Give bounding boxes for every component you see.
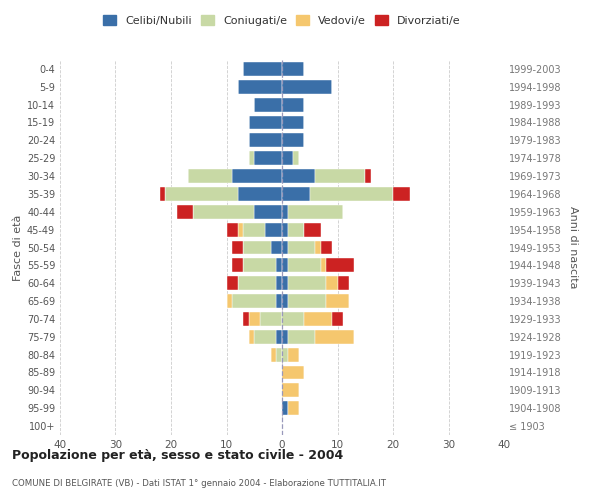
- Bar: [282, 294, 287, 308]
- Bar: [287, 276, 326, 290]
- Bar: [282, 222, 287, 236]
- Bar: [254, 98, 282, 112]
- Bar: [243, 312, 249, 326]
- Bar: [243, 62, 282, 76]
- Bar: [287, 401, 299, 415]
- Bar: [271, 348, 277, 362]
- Y-axis label: Fasce di età: Fasce di età: [13, 214, 23, 280]
- Bar: [282, 366, 304, 380]
- Bar: [282, 240, 287, 254]
- Bar: [316, 330, 354, 344]
- Bar: [326, 294, 349, 308]
- Bar: [249, 116, 282, 130]
- Bar: [249, 151, 254, 165]
- Y-axis label: Anni di nascita: Anni di nascita: [568, 206, 578, 289]
- Bar: [282, 348, 287, 362]
- Bar: [287, 294, 326, 308]
- Bar: [277, 276, 282, 290]
- Bar: [287, 222, 304, 236]
- Bar: [282, 134, 304, 147]
- Text: COMUNE DI BELGIRATE (VB) - Dati ISTAT 1° gennaio 2004 - Elaborazione TUTTITALIA.: COMUNE DI BELGIRATE (VB) - Dati ISTAT 1°…: [12, 478, 386, 488]
- Bar: [316, 240, 321, 254]
- Bar: [188, 169, 232, 183]
- Bar: [176, 205, 193, 219]
- Bar: [265, 222, 282, 236]
- Bar: [287, 240, 316, 254]
- Bar: [326, 276, 337, 290]
- Legend: Celibi/Nubili, Coniugati/e, Vedovi/e, Divorziati/e: Celibi/Nubili, Coniugati/e, Vedovi/e, Di…: [103, 15, 461, 26]
- Bar: [321, 258, 326, 272]
- Bar: [243, 240, 271, 254]
- Bar: [249, 134, 282, 147]
- Bar: [277, 258, 282, 272]
- Bar: [282, 62, 304, 76]
- Bar: [232, 169, 282, 183]
- Bar: [238, 276, 277, 290]
- Bar: [254, 330, 277, 344]
- Bar: [282, 384, 299, 398]
- Bar: [277, 348, 282, 362]
- Bar: [254, 205, 282, 219]
- Bar: [282, 401, 287, 415]
- Bar: [243, 222, 265, 236]
- Bar: [238, 80, 282, 94]
- Bar: [282, 151, 293, 165]
- Bar: [232, 240, 243, 254]
- Bar: [282, 312, 304, 326]
- Bar: [332, 312, 343, 326]
- Bar: [160, 187, 166, 201]
- Bar: [238, 222, 243, 236]
- Bar: [277, 330, 282, 344]
- Bar: [282, 80, 332, 94]
- Bar: [282, 116, 304, 130]
- Bar: [282, 98, 304, 112]
- Bar: [227, 294, 232, 308]
- Bar: [326, 258, 354, 272]
- Bar: [287, 330, 316, 344]
- Bar: [166, 187, 238, 201]
- Bar: [260, 312, 282, 326]
- Bar: [243, 258, 277, 272]
- Bar: [254, 151, 282, 165]
- Bar: [282, 187, 310, 201]
- Bar: [316, 169, 365, 183]
- Bar: [287, 205, 343, 219]
- Bar: [232, 294, 277, 308]
- Bar: [282, 169, 316, 183]
- Bar: [282, 205, 287, 219]
- Bar: [193, 205, 254, 219]
- Bar: [287, 348, 299, 362]
- Bar: [287, 258, 321, 272]
- Bar: [232, 258, 243, 272]
- Bar: [365, 169, 371, 183]
- Bar: [310, 187, 393, 201]
- Bar: [293, 151, 299, 165]
- Bar: [282, 276, 287, 290]
- Bar: [238, 187, 282, 201]
- Text: Popolazione per età, sesso e stato civile - 2004: Popolazione per età, sesso e stato civil…: [12, 450, 343, 462]
- Bar: [271, 240, 282, 254]
- Bar: [304, 312, 332, 326]
- Bar: [277, 294, 282, 308]
- Bar: [227, 276, 238, 290]
- Bar: [304, 222, 321, 236]
- Bar: [227, 222, 238, 236]
- Bar: [282, 330, 287, 344]
- Bar: [249, 312, 260, 326]
- Bar: [282, 258, 287, 272]
- Bar: [321, 240, 332, 254]
- Bar: [337, 276, 349, 290]
- Bar: [249, 330, 254, 344]
- Bar: [393, 187, 410, 201]
